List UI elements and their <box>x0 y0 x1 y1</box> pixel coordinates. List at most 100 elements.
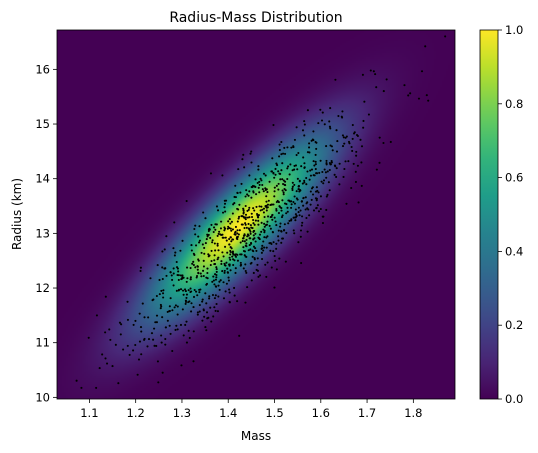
sample-point <box>161 266 164 269</box>
sample-point <box>166 319 169 322</box>
sample-point <box>341 145 345 148</box>
sample-point <box>184 290 187 293</box>
sample-point <box>247 222 250 225</box>
sample-point <box>237 217 240 220</box>
sample-point <box>189 278 192 281</box>
sample-point <box>104 357 107 360</box>
sample-point <box>189 287 192 290</box>
sample-point <box>335 150 339 153</box>
sample-point <box>185 320 188 323</box>
sample-point <box>260 247 264 250</box>
sample-point <box>215 276 218 279</box>
sample-point <box>294 219 297 222</box>
sample-point <box>338 162 341 165</box>
sample-point <box>335 167 338 170</box>
sample-point <box>213 226 216 229</box>
sample-point <box>249 237 252 240</box>
sample-point <box>314 140 317 144</box>
sample-point <box>236 237 239 240</box>
sample-point <box>277 239 280 242</box>
sample-point <box>229 222 232 225</box>
sample-point <box>273 190 276 193</box>
sample-point <box>233 233 236 236</box>
sample-point <box>205 283 208 286</box>
sample-point <box>316 204 319 207</box>
sample-point <box>239 253 242 256</box>
sample-point <box>233 294 236 297</box>
sample-point <box>282 152 285 155</box>
sample-point <box>266 215 270 218</box>
sample-point <box>181 308 184 311</box>
sample-point <box>191 262 194 265</box>
sample-point <box>273 254 276 258</box>
sample-point <box>227 279 230 282</box>
sample-point <box>198 288 201 291</box>
sample-point <box>242 211 245 214</box>
sample-point <box>407 94 410 97</box>
sample-point <box>304 196 307 199</box>
sample-point <box>232 263 235 267</box>
plot-area <box>56 29 456 400</box>
sample-point <box>165 235 168 238</box>
sample-point <box>334 165 337 168</box>
sample-point <box>356 134 359 138</box>
sample-point <box>206 271 209 275</box>
sample-point <box>329 144 332 147</box>
sample-point <box>279 206 282 209</box>
sample-point <box>193 227 196 231</box>
sample-point <box>184 288 187 291</box>
sample-point <box>295 126 298 129</box>
sample-point <box>198 310 201 313</box>
sample-point <box>273 216 276 219</box>
sample-point <box>271 157 274 160</box>
sample-point <box>156 264 159 267</box>
sample-point <box>286 167 289 170</box>
sample-point <box>179 323 183 327</box>
sample-point <box>204 292 207 295</box>
sample-point <box>206 277 209 280</box>
sample-point <box>273 195 276 198</box>
sample-point <box>292 229 295 232</box>
sample-point <box>257 168 260 171</box>
sample-point <box>239 191 242 194</box>
sample-point <box>305 216 308 220</box>
sample-point <box>284 260 287 263</box>
sample-point <box>285 212 288 215</box>
sample-point <box>236 235 239 238</box>
sample-point <box>255 212 259 216</box>
sample-point <box>317 210 321 213</box>
sample-point <box>161 278 164 281</box>
sample-point <box>250 196 253 199</box>
sample-point <box>201 300 204 303</box>
sample-point <box>171 309 174 312</box>
y-tick-label: 16 <box>35 62 50 76</box>
sample-point <box>160 289 163 292</box>
sample-point <box>210 320 213 323</box>
sample-point <box>243 240 246 243</box>
sample-point <box>163 248 166 251</box>
sample-point <box>306 201 309 204</box>
sample-point <box>375 168 378 171</box>
sample-point <box>246 216 249 219</box>
sample-point <box>314 160 317 163</box>
sample-point <box>242 209 245 212</box>
sample-point <box>244 216 247 219</box>
sample-point <box>288 173 291 176</box>
sample-point <box>152 338 155 341</box>
sample-point <box>190 302 193 305</box>
sample-point <box>205 329 208 332</box>
sample-point <box>246 233 249 236</box>
sample-point <box>105 362 109 365</box>
sample-point <box>202 309 205 312</box>
sample-point <box>171 349 174 353</box>
sample-point <box>215 270 218 273</box>
sample-point <box>147 316 150 319</box>
sample-point <box>283 223 286 226</box>
sample-point <box>320 119 324 122</box>
sample-point <box>198 304 201 307</box>
sample-point <box>281 189 284 192</box>
x-tick-label: 1.6 <box>312 406 330 420</box>
sample-point <box>290 203 293 206</box>
sample-point <box>255 205 258 208</box>
sample-point <box>299 189 302 192</box>
